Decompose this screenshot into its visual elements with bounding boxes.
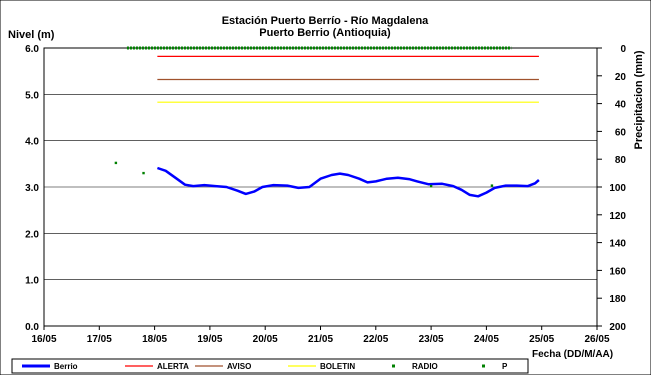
radio-point (490, 184, 494, 187)
y2-tick-label: 160 (609, 266, 626, 277)
x-axis-label: Fecha (DD/M/AA) (532, 349, 613, 360)
y-ticks: 0.0 1.0 2.0 3.0 4.0 5.0 6.0 (25, 44, 39, 333)
y-tick-label: 3.0 (25, 183, 39, 194)
y2-tick-label: 60 (615, 127, 627, 138)
y-tick-label: 1.0 (25, 276, 39, 287)
y2-tick-label: 20 (615, 72, 627, 83)
y-tick-label: 5.0 (25, 90, 39, 101)
x-tick-label: 17/05 (87, 334, 112, 345)
legend-marker-p (482, 364, 485, 368)
legend-label-boletin: BOLETIN (320, 362, 355, 371)
y-tick-label: 0.0 (25, 322, 39, 333)
x-tick-label: 23/05 (419, 334, 444, 345)
y-tick-label: 4.0 (25, 137, 39, 148)
x-tick-label: 19/05 (197, 334, 222, 345)
y2-tick-label: 80 (615, 155, 627, 166)
x-ticks: 16/05 17/05 18/05 19/05 20/05 21/05 22/05 23/05… (31, 326, 610, 345)
chart-subtitle: Puerto Berrio (Antioquia) (259, 27, 391, 39)
y2-tick-label: 0 (620, 44, 626, 55)
plot-area: 0.0 1.0 2.0 3.0 4.0 5.0 6.0 0 20 40 60 80 100 120 140… (25, 44, 626, 345)
x-tick-label: 20/05 (253, 334, 278, 345)
x-tick-label: 16/05 (31, 334, 56, 345)
y2-ticks: 0 20 40 60 80 100 120 140 160 180 200 (597, 44, 626, 333)
y-axis-label: Nivel (m) (8, 29, 55, 41)
x-tick-label: 26/05 (584, 334, 609, 345)
legend-marker-radio (392, 364, 395, 368)
legend-box (11, 358, 529, 374)
y2-tick-label: 180 (609, 294, 626, 305)
legend-label-berrio: Berrio (54, 362, 78, 371)
legend-label-aviso: AVISO (227, 362, 251, 371)
x-tick-label: 22/05 (363, 334, 388, 345)
radio-point (429, 184, 433, 188)
y2-tick-label: 140 (609, 239, 626, 250)
y2-tick-label: 100 (609, 183, 626, 194)
legend-label-alerta: ALERTA (157, 362, 189, 371)
radio-point (142, 171, 145, 175)
y-tick-label: 6.0 (25, 44, 39, 55)
y-tick-label: 2.0 (25, 229, 39, 240)
legend: Berrio ALERTA AVISO BOLETIN RADIO P (11, 358, 529, 374)
x-tick-label: 24/05 (474, 334, 499, 345)
x-tick-label: 25/05 (529, 334, 554, 345)
y2-tick-label: 200 (609, 322, 626, 333)
y2-axis-label: Precipitacion (mm) (633, 50, 645, 149)
series-group (114, 46, 540, 198)
radio-point (114, 161, 118, 165)
y2-tick-label: 120 (609, 211, 626, 222)
series-berrio-line (157, 166, 540, 198)
legend-label-p: P (502, 362, 508, 371)
y2-tick-label: 40 (615, 100, 627, 111)
chart-title: Estación Puerto Berrío - Río Magdalena (222, 15, 429, 27)
x-tick-label: 18/05 (142, 334, 167, 345)
x-tick-label: 21/05 (308, 334, 333, 345)
legend-label-radio: RADIO (412, 362, 438, 371)
